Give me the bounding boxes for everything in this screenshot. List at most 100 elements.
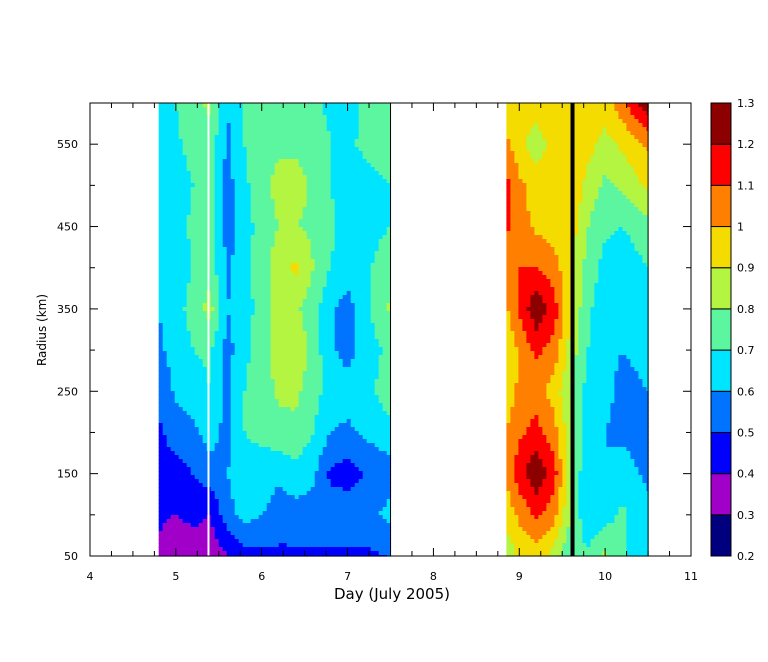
field-cell xyxy=(354,431,360,436)
field-cell xyxy=(186,411,192,416)
field-cell xyxy=(382,347,388,352)
field-cell xyxy=(346,183,352,188)
field-cell xyxy=(370,363,376,368)
field-cell xyxy=(334,179,340,184)
field-cell xyxy=(382,215,388,220)
field-cell xyxy=(318,363,324,368)
field-cell xyxy=(286,335,292,340)
field-cell xyxy=(166,195,172,200)
field-cell xyxy=(198,379,204,384)
field-cell xyxy=(266,275,272,280)
field-cell xyxy=(190,243,196,248)
field-cell xyxy=(310,343,316,348)
field-cell xyxy=(238,339,244,344)
field-cell xyxy=(286,275,292,280)
field-cell xyxy=(242,407,248,412)
field-cell xyxy=(370,439,376,444)
field-cell xyxy=(330,295,336,300)
field-cell xyxy=(262,287,268,292)
field-cell xyxy=(374,311,380,316)
field-cell xyxy=(202,151,208,156)
field-cell xyxy=(342,187,348,192)
field-cell xyxy=(258,323,264,328)
field-cell xyxy=(170,447,176,452)
field-cell xyxy=(298,427,304,432)
field-cell xyxy=(330,239,336,244)
field-cell xyxy=(238,247,244,252)
field-cell xyxy=(370,231,376,236)
field-cell xyxy=(374,423,380,428)
field-cell xyxy=(270,283,276,288)
field-cell xyxy=(310,391,316,396)
field-cell xyxy=(306,159,312,164)
field-cell xyxy=(250,299,256,304)
field-cell xyxy=(174,299,180,304)
field-cell xyxy=(346,399,352,404)
field-cell xyxy=(194,303,200,308)
field-cell xyxy=(190,235,196,240)
field-cell xyxy=(358,275,364,280)
field-cell xyxy=(310,215,316,220)
field-cell xyxy=(266,427,272,432)
field-cell xyxy=(162,355,168,360)
field-cell xyxy=(158,255,164,260)
field-cell xyxy=(310,167,316,172)
field-cell xyxy=(350,395,356,400)
field-cell xyxy=(314,159,320,164)
field-cell xyxy=(250,255,256,260)
field-cell xyxy=(350,283,356,288)
field-cell xyxy=(374,395,380,400)
field-cell xyxy=(178,279,184,284)
field-cell xyxy=(198,207,204,212)
field-cell xyxy=(322,127,328,132)
field-cell xyxy=(270,439,276,444)
field-cell xyxy=(250,179,256,184)
field-cell xyxy=(214,159,220,164)
field-cell xyxy=(166,403,172,408)
field-cell xyxy=(282,251,288,256)
field-cell xyxy=(158,315,164,320)
field-cell xyxy=(338,343,344,348)
field-cell xyxy=(266,147,272,152)
field-cell xyxy=(334,383,340,388)
field-cell xyxy=(190,179,196,184)
field-cell xyxy=(194,387,200,392)
field-cell xyxy=(226,307,232,312)
field-cell xyxy=(358,215,364,220)
field-cell xyxy=(354,331,360,336)
field-cell xyxy=(202,303,208,308)
field-cell xyxy=(318,323,324,328)
field-cell xyxy=(294,415,300,420)
field-cell xyxy=(158,383,164,388)
field-cell xyxy=(374,203,380,208)
field-cell xyxy=(174,319,180,324)
field-cell xyxy=(354,179,360,184)
field-cell xyxy=(198,107,204,112)
field-cell xyxy=(374,363,380,368)
field-cell xyxy=(170,347,176,352)
field-cell xyxy=(266,195,272,200)
field-cell xyxy=(246,319,252,324)
field-cell xyxy=(298,355,304,360)
field-cell xyxy=(286,151,292,156)
field-cell xyxy=(262,259,268,264)
field-cell xyxy=(262,179,268,184)
field-cell xyxy=(374,143,380,148)
field-cell xyxy=(306,235,312,240)
field-cell xyxy=(246,311,252,316)
field-cell xyxy=(290,251,296,256)
field-cell xyxy=(342,159,348,164)
field-cell xyxy=(302,267,308,272)
field-cell xyxy=(234,283,240,288)
field-cell xyxy=(190,383,196,388)
field-cell xyxy=(186,279,192,284)
field-cell xyxy=(186,107,192,112)
field-cell xyxy=(378,131,384,136)
field-cell xyxy=(190,323,196,328)
field-cell xyxy=(262,319,268,324)
field-cell xyxy=(318,283,324,288)
field-cell xyxy=(298,423,304,428)
field-cell xyxy=(290,419,296,424)
field-cell xyxy=(382,187,388,192)
field-cell xyxy=(194,427,200,432)
